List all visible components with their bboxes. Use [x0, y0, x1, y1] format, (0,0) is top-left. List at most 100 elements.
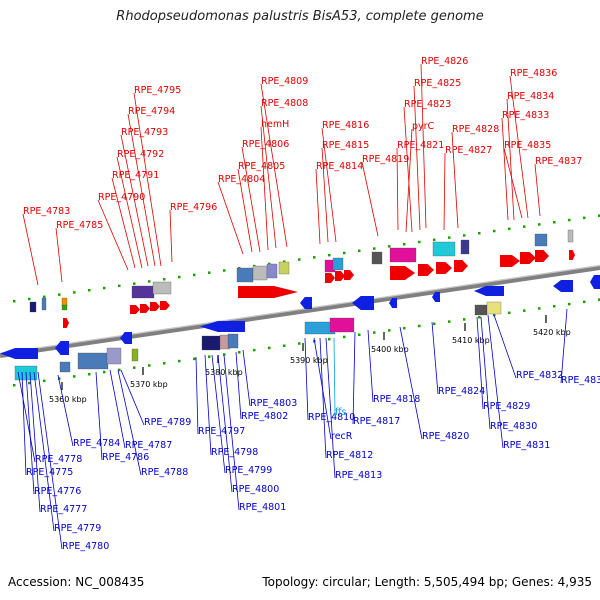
tick-dot: [328, 337, 331, 341]
leader-line: [195, 356, 199, 435]
scale-label: 5410 kbp: [452, 336, 490, 345]
top-gene-label: RPE_4814: [316, 161, 363, 172]
top-gene-label: RPE_4835: [504, 140, 551, 151]
bottom-gene-label: RPE_4776: [34, 486, 81, 497]
forward-gene-arrow: [335, 271, 345, 281]
tick-dot: [343, 335, 346, 339]
bottom-gene-label: RPE_4830: [490, 421, 537, 432]
bottom-gene-label: RPE_4777: [40, 504, 87, 515]
top-gene-label: RPE_4793: [121, 127, 168, 138]
leader-line: [111, 177, 136, 269]
bottom-gene-label: RPE_4813: [335, 470, 382, 481]
leader-line: [95, 371, 103, 461]
leader-line: [217, 354, 233, 493]
reverse-gene-arrow: [553, 280, 573, 292]
top-gene-label: RPE_4823: [404, 99, 451, 110]
tick-dot: [103, 286, 106, 290]
leader-line: [260, 83, 288, 248]
tick-dot: [148, 280, 151, 283]
leader-line: [493, 314, 517, 379]
bottom-gene-label: RPE_4824: [438, 386, 485, 397]
tick-dot: [493, 229, 496, 233]
tick-dot: [133, 366, 136, 369]
tick-dot: [193, 357, 196, 361]
forward-gene-arrow: [140, 304, 150, 313]
tick-dot: [538, 223, 541, 226]
leader-line: [120, 134, 149, 267]
leader-line: [37, 371, 63, 550]
bottom-gene-label: RPE_4812: [326, 450, 373, 461]
forward-gene-arrow: [63, 318, 69, 328]
tick-dot: [28, 381, 31, 385]
leader-line: [367, 329, 374, 403]
bottom-gene-label: RPE_4800: [232, 484, 279, 495]
leader-line: [241, 146, 261, 253]
forward-gene-arrow: [130, 305, 140, 314]
feature-block: [332, 257, 344, 271]
feature-block: [61, 304, 68, 311]
tick-dot: [553, 305, 556, 308]
top-gene-label: RPE_4796: [170, 202, 217, 213]
tick-dot: [58, 377, 61, 380]
tick-dot: [193, 273, 196, 277]
top-gene-label: RPE_4827: [445, 145, 492, 156]
top-gene-label: RPE_4819: [362, 154, 409, 165]
tick-dot: [253, 348, 256, 352]
scale-label: 5390 kbp: [290, 356, 328, 365]
tick-dot: [388, 329, 391, 332]
tick-dot: [208, 355, 211, 358]
bottom-gene-label: RPE_4789: [144, 417, 191, 428]
bottom-gene-label: RPE_4798: [211, 447, 258, 458]
tick-dot: [598, 214, 600, 217]
top-gene-label: RPE_4809: [261, 76, 308, 87]
bottom-gene-label: RPE_4775: [26, 467, 73, 478]
leader-line: [480, 316, 491, 430]
tick-dot: [448, 320, 451, 323]
tick-dot: [103, 370, 106, 374]
feature-block: [266, 263, 278, 279]
bottom-gene-label: RPE_4831: [503, 440, 550, 451]
top-gene-label: RPE_4806: [242, 139, 289, 150]
feature-block: [389, 247, 417, 263]
top-gene-label: RPE_4821: [397, 140, 444, 151]
tick-dot: [568, 218, 571, 222]
feature-block: [201, 335, 221, 351]
leader-line: [260, 105, 277, 249]
leader-line: [260, 126, 269, 251]
genome-title: Rhodopseudomonas palustris BisA53, compl…: [116, 9, 484, 24]
forward-gene-arrow: [160, 301, 170, 310]
tick-dot: [268, 346, 271, 350]
tick-dot: [373, 247, 376, 250]
leader-line: [319, 337, 327, 459]
tick-dot: [73, 375, 76, 378]
tick-dot: [478, 231, 481, 235]
top-gene-label: RPE_4834: [507, 91, 554, 102]
tick-dot: [223, 269, 226, 272]
scale-label: 5420 kbp: [533, 328, 571, 337]
leader-line: [487, 314, 504, 449]
forward-gene-arrow: [520, 252, 536, 264]
forward-gene-arrow: [238, 286, 298, 298]
leader-line: [22, 213, 39, 286]
top-gene-label: RPE_4794: [128, 106, 175, 117]
top-gene-label: RPE_4792: [117, 149, 164, 160]
reverse-gene-arrow: [474, 286, 504, 296]
feature-block: [131, 285, 155, 299]
tick-dot: [448, 236, 451, 239]
leader-line: [242, 349, 251, 407]
leader-line: [116, 156, 143, 269]
tick-dot: [403, 242, 406, 246]
leader-line: [223, 354, 240, 511]
feature-block: [460, 239, 470, 255]
leader-line: [399, 326, 423, 440]
top-gene-label: RPE_4816: [322, 120, 369, 131]
tick-dot: [148, 364, 151, 367]
tick-dot: [298, 342, 301, 345]
tick-dot: [583, 216, 586, 220]
tick-dot: [118, 284, 121, 288]
leader-line: [506, 98, 515, 221]
leader-line: [509, 75, 529, 219]
bottom-gene-label: RPE_4788: [141, 467, 188, 478]
tick-dot: [178, 275, 181, 279]
leader-line: [33, 371, 55, 532]
